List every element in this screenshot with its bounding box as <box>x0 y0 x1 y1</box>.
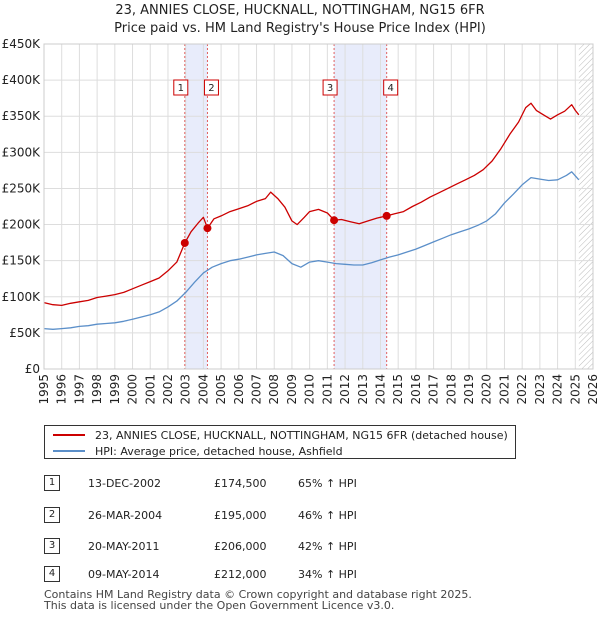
x-tick-label: 2020 <box>480 374 494 405</box>
sale-marker-boxes: 1 2 3 4 <box>173 79 399 96</box>
x-tick-label: 2010 <box>303 374 317 405</box>
chart-title-text: 23, ANNIES CLOSE, HUCKNALL, NOTTINGHAM, … <box>115 3 485 18</box>
y-tick-label: £350K <box>2 109 42 123</box>
y-tick-label: £400K <box>2 73 42 87</box>
x-tick-label: 2018 <box>444 374 458 405</box>
legend-label-property: 23, ANNIES CLOSE, HUCKNALL, NOTTINGHAM, … <box>95 428 508 442</box>
transaction-price: £195,000 <box>214 509 267 522</box>
chart-subtitle-text: Price paid vs. HM Land Registry's House … <box>114 21 486 36</box>
price-chart: 1 2 3 4 £0 £50K £100K £150K £200K £250K £300K £350… <box>2 37 600 405</box>
shaded-period-2 <box>334 44 387 369</box>
x-tick-label: 2017 <box>427 374 441 405</box>
sale-point-2 <box>203 224 212 233</box>
footer: Contains HM Land Registry data © Crown c… <box>44 589 472 611</box>
sale-marker-box-2 <box>203 79 219 96</box>
sale-marker-label-3: 3 <box>327 83 333 94</box>
transaction-number: 4 <box>44 566 60 582</box>
y-axis-ticks: £0 £50K £100K £150K £200K £250K £300K £350K £400… <box>2 37 42 376</box>
y-tick-label: £0 <box>25 362 40 376</box>
plot-frame <box>43 43 594 370</box>
transaction-hpi: 34% ↑ HPI <box>298 568 357 581</box>
x-tick-label: 2008 <box>267 374 281 405</box>
x-tick-label: 2000 <box>126 374 140 405</box>
x-tick-label: 1999 <box>108 374 122 405</box>
x-tick-label: 1997 <box>72 374 86 405</box>
x-tick-label: 2003 <box>179 374 193 405</box>
transaction-date: 26-MAR-2004 <box>88 509 163 522</box>
transaction-date: 13-DEC-2002 <box>88 477 162 490</box>
sale-marker-box-1 <box>173 79 189 96</box>
x-tick-label: 2024 <box>551 374 565 405</box>
footer-licence: This data is licensed under the Open Gov… <box>44 599 395 612</box>
series-lines <box>43 102 580 330</box>
y-tick-label: £200K <box>2 218 42 232</box>
x-tick-label: 2013 <box>356 374 370 405</box>
property-price-line <box>43 102 580 307</box>
sale-marker-label-2: 2 <box>208 83 214 94</box>
transaction-hpi: 65% ↑ HPI <box>298 477 357 490</box>
x-tick-label: 2002 <box>161 374 175 405</box>
transaction-hpi: 46% ↑ HPI <box>298 509 357 522</box>
y-tick-label: £300K <box>2 145 42 159</box>
transaction-number: 2 <box>44 507 60 523</box>
x-tick-label: 2019 <box>462 374 476 405</box>
transaction-price: £212,000 <box>214 568 267 581</box>
y-tick-label: £50K <box>9 326 41 340</box>
sale-point-1 <box>180 238 189 247</box>
transaction-date: 20-MAY-2011 <box>88 540 160 553</box>
transaction-number: 3 <box>44 538 60 554</box>
x-tick-label: 2022 <box>515 374 529 405</box>
transaction-price: £206,000 <box>214 540 267 553</box>
x-tick-label: 2014 <box>373 374 387 405</box>
x-tick-label: 1995 <box>37 374 51 405</box>
grid-lines <box>43 43 594 370</box>
hpi-line <box>43 171 580 330</box>
x-tick-label: 2012 <box>338 374 352 405</box>
y-tick-label: £450K <box>2 37 42 51</box>
x-tick-label: 2026 <box>586 374 600 405</box>
x-tick-label: 2025 <box>568 374 582 405</box>
legend-label-hpi: HPI: Average price, detached house, Ashf… <box>95 444 343 458</box>
x-tick-label: 2023 <box>533 374 547 405</box>
x-tick-label: 2006 <box>232 374 246 405</box>
x-tick-label: 2016 <box>409 374 423 405</box>
sale-points <box>180 211 391 247</box>
x-tick-label: 2004 <box>196 374 210 405</box>
x-tick-label: 2011 <box>320 374 334 405</box>
x-tick-label: 2005 <box>214 374 228 405</box>
sale-point-4 <box>382 211 391 220</box>
x-tick-label: 1998 <box>90 374 104 405</box>
legend-item-property: 23, ANNIES CLOSE, HUCKNALL, NOTTINGHAM, … <box>53 427 508 443</box>
x-tick-label: 2007 <box>250 374 264 405</box>
y-tick-label: £150K <box>2 254 42 268</box>
transaction-number: 1 <box>44 475 60 491</box>
sale-marker-label-4: 4 <box>387 83 393 94</box>
x-tick-label: 2015 <box>391 374 405 405</box>
sale-marker-label-1: 1 <box>178 83 184 94</box>
x-tick-label: 2009 <box>285 374 299 405</box>
sale-marker-box-3 <box>322 79 338 96</box>
transaction-row-2: 2 26-MAR-2004 £195,000 46% ↑ HPI <box>44 507 464 525</box>
transaction-row-1: 1 13-DEC-2002 £174,500 65% ↑ HPI <box>44 475 464 493</box>
legend-swatch-red <box>53 434 85 436</box>
y-tick-label: £100K <box>2 290 42 304</box>
transaction-row-3: 3 20-MAY-2011 £206,000 42% ↑ HPI <box>44 538 464 556</box>
x-axis-ticks: 1995 1996 1997 1998 1999 2000 2001 2002 2003 2004… <box>37 374 600 405</box>
legend-swatch-blue <box>53 450 85 452</box>
sale-point-3 <box>330 216 339 225</box>
x-tick-label: 2001 <box>143 374 157 405</box>
footer-copyright: Contains HM Land Registry data © Crown c… <box>44 588 472 601</box>
chart-title: 23, ANNIES CLOSE, HUCKNALL, NOTTINGHAM, … <box>0 2 600 38</box>
x-tick-label: 2021 <box>497 374 511 405</box>
x-tick-label: 1996 <box>55 374 69 405</box>
transaction-row-4: 4 09-MAY-2014 £212,000 34% ↑ HPI <box>44 566 464 584</box>
transaction-hpi: 42% ↑ HPI <box>298 540 357 553</box>
transaction-price: £174,500 <box>214 477 267 490</box>
legend: 23, ANNIES CLOSE, HUCKNALL, NOTTINGHAM, … <box>44 425 516 459</box>
transaction-date: 09-MAY-2014 <box>88 568 160 581</box>
y-tick-label: £250K <box>2 181 42 195</box>
sale-marker-box-4 <box>383 79 399 96</box>
forecast-hatch <box>578 44 593 369</box>
legend-item-hpi: HPI: Average price, detached house, Ashf… <box>53 443 343 459</box>
